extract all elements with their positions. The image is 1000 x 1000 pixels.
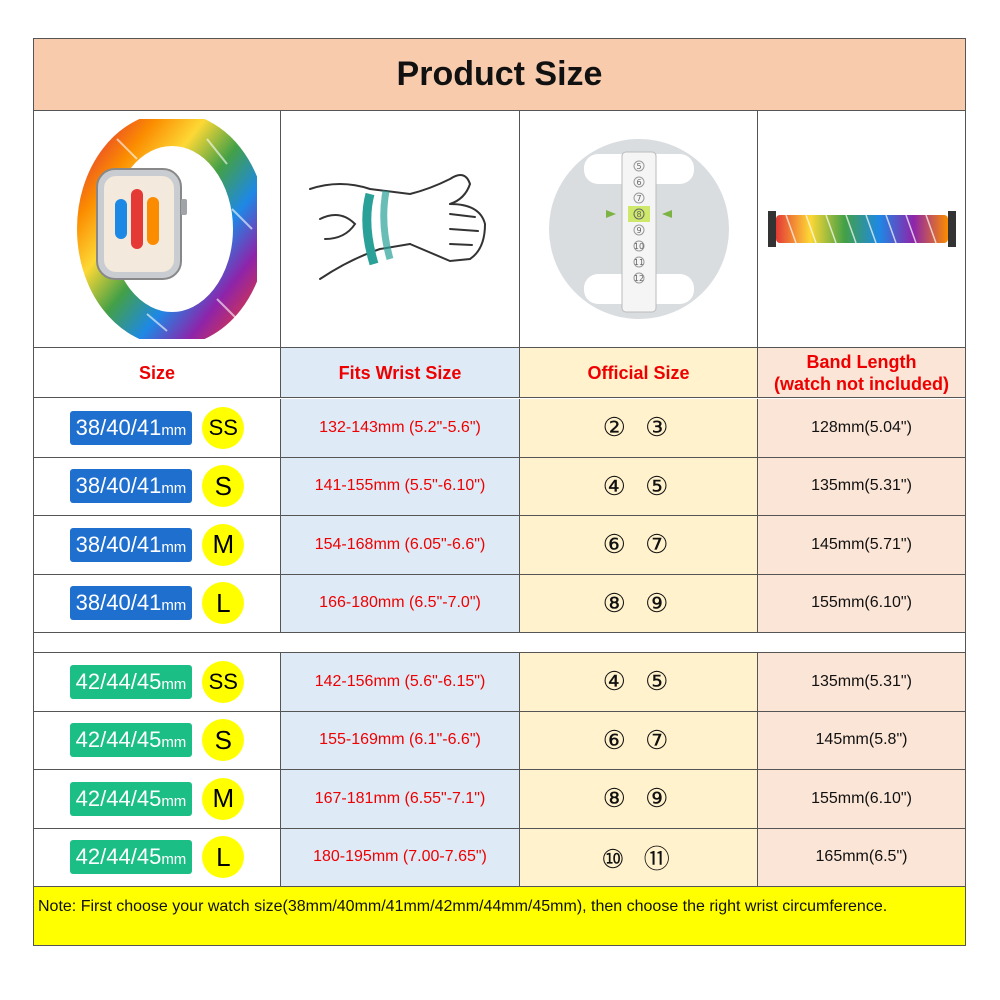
official-size-cell: ⑩ ⑪ — [520, 828, 758, 887]
band-size-badge: M — [202, 777, 245, 820]
official-size-cell: ② ③ — [520, 399, 758, 458]
band-size-badge: M — [202, 523, 245, 566]
band-length-cell: 135mm(5.31") — [758, 653, 965, 712]
sizer-number: 8 — [636, 210, 641, 219]
table-row: 38/40/41mm S 141-155mm (5.5"-6.10") ④ ⑤ 135m… — [34, 457, 965, 516]
sizer-number: 11 — [633, 258, 643, 267]
sizer-number: 9 — [636, 226, 641, 235]
header-wrist-label: Fits Wrist Size — [338, 362, 462, 383]
table-row: 38/40/41mm SS 132-143mm (5.2"-5.6") ② ③ 128m… — [34, 399, 965, 458]
watch-size-badge: 38/40/41mm — [69, 586, 193, 621]
header-band: Band Length (watch not included) — [758, 348, 965, 398]
watch-size-badge: 38/40/41mm — [69, 527, 193, 562]
watch-image — [34, 111, 281, 347]
watch-size-badge: 42/44/45mm — [69, 664, 193, 699]
sizer-number: 7 — [636, 194, 641, 203]
size-cell: 42/44/45mm L — [34, 828, 281, 887]
band-length-cell: 165mm(6.5") — [758, 828, 965, 887]
size-cell: 38/40/41mm L — [34, 574, 281, 633]
size-cell: 42/44/45mm S — [34, 711, 281, 770]
size-cell: 38/40/41mm SS — [34, 399, 281, 458]
header-wrist: Fits Wrist Size — [281, 348, 520, 398]
band-length-cell: 155mm(6.10") — [758, 770, 965, 829]
note: Note: First choose your watch size(38mm/… — [34, 887, 965, 945]
table-row: 42/44/45mm S 155-169mm (6.1"-6.6") ⑥ ⑦ 145mm… — [34, 711, 965, 770]
sizer-number: 5 — [636, 162, 641, 171]
band-size-badge: L — [202, 582, 245, 625]
wrist-size-cell: 142-156mm (5.6"-6.15") — [281, 653, 520, 712]
header-official: Official Size — [520, 348, 758, 398]
header-band-sublabel: (watch not included) — [774, 373, 949, 394]
watch-size-badge: 38/40/41mm — [69, 469, 193, 504]
band-length-cell: 145mm(5.71") — [758, 516, 965, 575]
band-size-badge: L — [202, 836, 245, 879]
sizer-number: 6 — [636, 178, 641, 187]
official-sizer-image: 5 6 7 8 9 10 11 12 — [520, 111, 758, 347]
wrist-size-cell: 167-181mm (6.55"-7.1") — [281, 770, 520, 829]
table-row: 42/44/45mm SS 142-156mm (5.6"-6.15") ④ ⑤ 135… — [34, 653, 965, 712]
official-size-cell: ⑥ ⑦ — [520, 516, 758, 575]
header-size: Size — [34, 348, 281, 398]
header-size-label: Size — [138, 362, 176, 383]
band-length-cell: 155mm(6.10") — [758, 574, 965, 633]
wrist-size-cell: 155-169mm (6.1"-6.6") — [281, 711, 520, 770]
official-size-cell: ⑧ ⑨ — [520, 770, 758, 829]
size-cell: 38/40/41mm M — [34, 516, 281, 575]
image-row: 5 6 7 8 9 10 11 12 — [34, 111, 965, 348]
sizer-number: 12 — [633, 274, 643, 283]
band-length-cell: 135mm(5.31") — [758, 457, 965, 516]
band-size-badge: S — [202, 719, 245, 762]
watch-size-badge: 42/44/45mm — [69, 723, 193, 758]
wrist-size-cell: 141-155mm (5.5"-6.10") — [281, 457, 520, 516]
group-separator — [34, 634, 965, 653]
size-chart: Product Size — [33, 38, 966, 946]
band-size-badge: S — [202, 465, 245, 508]
watch-size-badge: 42/44/45mm — [69, 781, 193, 816]
official-size-cell: ④ ⑤ — [520, 457, 758, 516]
sizer-number: 10 — [633, 242, 643, 251]
size-cell: 38/40/41mm S — [34, 457, 281, 516]
official-size-cell: ⑧ ⑨ — [520, 574, 758, 633]
size-cell: 42/44/45mm M — [34, 770, 281, 829]
watch-size-badge: 38/40/41mm — [69, 410, 193, 445]
official-size-cell: ④ ⑤ — [520, 653, 758, 712]
wrist-size-cell: 132-143mm (5.2"-5.6") — [281, 399, 520, 458]
table-row: 42/44/45mm L 180-195mm (7.00-7.65") ⑩ ⑪ 165m… — [34, 828, 965, 887]
band-length-cell: 145mm(5.8") — [758, 711, 965, 770]
wrist-size-cell: 166-180mm (6.5"-7.0") — [281, 574, 520, 633]
header-official-label: Official Size — [587, 362, 690, 383]
band-size-badge: SS — [202, 406, 245, 449]
official-size-cell: ⑥ ⑦ — [520, 711, 758, 770]
size-cell: 42/44/45mm SS — [34, 653, 281, 712]
watch-size-badge: 42/44/45mm — [69, 840, 193, 875]
band-length-cell: 128mm(5.04") — [758, 399, 965, 458]
chart-title: Product Size — [34, 39, 965, 111]
wrist-size-cell: 154-168mm (6.05"-6.6") — [281, 516, 520, 575]
table-row: 38/40/41mm M 154-168mm (6.05"-6.6") ⑥ ⑦ 145m… — [34, 516, 965, 575]
table-row: 42/44/45mm M 167-181mm (6.55"-7.1") ⑧ ⑨ 155m… — [34, 770, 965, 829]
band-image — [758, 111, 965, 347]
wrist-measure-image — [281, 111, 520, 347]
header-band-label: Band Length — [806, 351, 917, 372]
band-size-badge: SS — [202, 660, 245, 703]
table-row: 38/40/41mm L 166-180mm (6.5"-7.0") ⑧ ⑨ 155mm… — [34, 574, 965, 633]
wrist-size-cell: 180-195mm (7.00-7.65") — [281, 828, 520, 887]
